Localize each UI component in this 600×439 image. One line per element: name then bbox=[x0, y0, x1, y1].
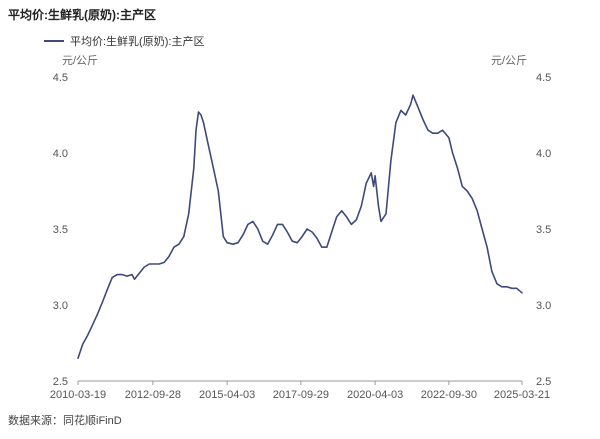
data-source: 数据来源：同花顺iFinD bbox=[8, 415, 122, 427]
chart-title: 平均价:生鲜乳(原奶):主产区 bbox=[8, 8, 156, 22]
legend-swatch bbox=[44, 40, 64, 42]
x-tick-label: 2012-09-28 bbox=[125, 389, 181, 401]
y-tick-left: 2.5 bbox=[53, 376, 68, 388]
x-tick-label: 2022-09-30 bbox=[421, 389, 477, 401]
y-tick-right: 3.5 bbox=[536, 224, 551, 236]
series-line bbox=[77, 94, 523, 359]
y-tick-right: 4.0 bbox=[536, 148, 551, 160]
x-tick-label: 2020-04-03 bbox=[347, 389, 403, 401]
y-tick-right: 3.0 bbox=[536, 300, 551, 312]
legend-label: 平均价:生鲜乳(原奶):主产区 bbox=[70, 36, 205, 48]
x-tick-label: 2015-04-03 bbox=[199, 389, 255, 401]
x-tick-label: 2017-09-29 bbox=[273, 389, 329, 401]
y-tick-left: 4.0 bbox=[53, 148, 68, 160]
x-tick-label: 2025-03-21 bbox=[494, 389, 550, 401]
y-tick-left: 3.5 bbox=[53, 224, 68, 236]
y-tick-right: 4.5 bbox=[536, 72, 551, 84]
x-tick-label: 2010-03-19 bbox=[50, 389, 106, 401]
right-axis-unit: 元/公斤 bbox=[491, 55, 528, 67]
y-tick-left: 4.5 bbox=[53, 72, 68, 84]
y-tick-left: 3.0 bbox=[53, 300, 68, 312]
legend: 平均价:生鲜乳(原奶):主产区 bbox=[44, 33, 204, 49]
y-tick-right: 2.5 bbox=[536, 376, 551, 388]
left-axis-unit: 元/公斤 bbox=[62, 55, 99, 67]
